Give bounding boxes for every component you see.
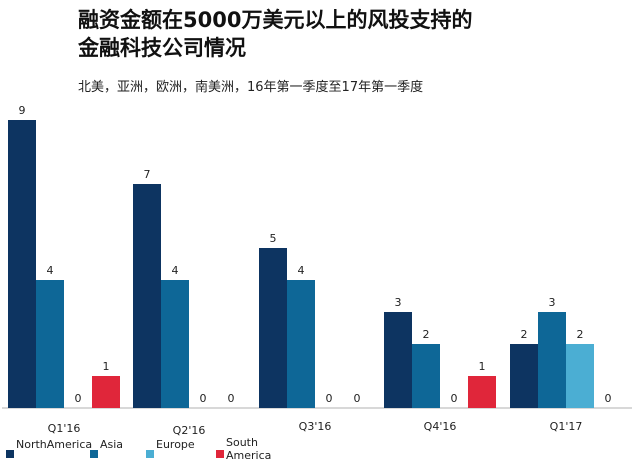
data-label: 5 (270, 232, 277, 245)
bar (412, 344, 440, 408)
data-label: 4 (172, 264, 179, 277)
data-label: 0 (75, 392, 82, 405)
data-label: 0 (354, 392, 361, 405)
bar (133, 184, 161, 408)
data-label: 0 (228, 392, 235, 405)
bar (8, 120, 36, 408)
legend-label: South America (226, 436, 272, 462)
legend-swatch (90, 450, 98, 458)
bar (92, 376, 120, 408)
data-label: 0 (605, 392, 612, 405)
data-label: 3 (549, 296, 556, 309)
bar (36, 280, 64, 408)
legend-label: Europe (156, 438, 195, 451)
data-label: 0 (326, 392, 333, 405)
x-tick-label: Q1'17 (550, 420, 583, 433)
bar (161, 280, 189, 408)
legend-label: Asia (100, 438, 124, 451)
data-label: 2 (577, 328, 584, 341)
legend-swatch (216, 450, 224, 458)
data-label: 9 (19, 104, 26, 117)
bar (510, 344, 538, 408)
chart-legend: NorthAmerica Asia Europe South America (6, 436, 634, 464)
bar (468, 376, 496, 408)
legend-swatch (146, 450, 154, 458)
bar (384, 312, 412, 408)
data-label: 2 (521, 328, 528, 341)
data-label: 1 (103, 360, 110, 373)
x-tick-label: Q3'16 (299, 420, 332, 433)
bar (566, 344, 594, 408)
x-tick-label: Q1'16 (48, 422, 81, 435)
data-label: 0 (451, 392, 458, 405)
data-label: 4 (298, 264, 305, 277)
x-tick-label: Q4'16 (424, 420, 457, 433)
bar (259, 248, 287, 408)
chart-title: 融资金额在5000万美元以上的风投支持的 金融科技公司情况 (78, 8, 473, 60)
data-label: 1 (479, 360, 486, 373)
data-label: 3 (395, 296, 402, 309)
bar (538, 312, 566, 408)
chart-subtitle: 北美，亚洲，欧洲，南美洲，16年第一季度至17年第一季度 (78, 80, 424, 95)
data-label: 2 (423, 328, 430, 341)
legend-label: NorthAmerica (16, 438, 93, 451)
x-tick-label: Q2'16 (173, 424, 206, 437)
data-label: 0 (200, 392, 207, 405)
data-label: 4 (47, 264, 54, 277)
legend-swatch (6, 450, 14, 458)
data-label: 7 (144, 168, 151, 181)
bar (287, 280, 315, 408)
